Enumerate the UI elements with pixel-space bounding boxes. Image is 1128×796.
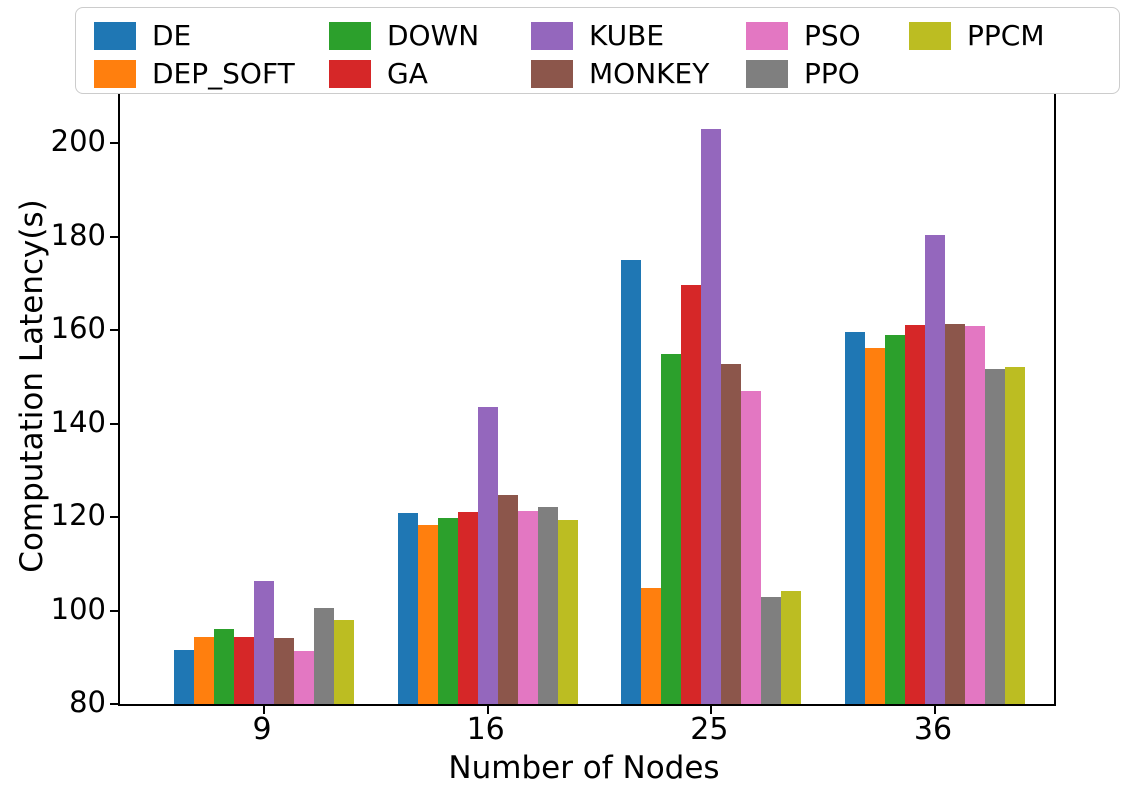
- legend-item-KUBE: KUBE: [531, 22, 664, 50]
- x-tick-label-9: 9: [252, 712, 272, 747]
- bar-GA-16: [457, 511, 478, 704]
- bar-PSO-9: [294, 651, 314, 704]
- bar-MONKEY-36: [945, 323, 965, 704]
- y-tick-label-80: 80: [69, 685, 106, 719]
- legend-item-MONKEY: MONKEY: [531, 60, 709, 88]
- y-tick-mark-140: [110, 422, 118, 425]
- bar-PPO-9: [314, 607, 334, 704]
- bar-PPO-36: [985, 368, 1005, 704]
- y-tick-label-160: 160: [50, 311, 106, 346]
- legend-swatch-DE: [94, 22, 136, 50]
- bar-DE-9: [174, 650, 194, 704]
- bar-PPCM-36: [1005, 367, 1025, 704]
- y-tick-label-200: 200: [50, 124, 106, 159]
- bar-PPCM-16: [557, 519, 578, 704]
- bar-MONKEY-25: [721, 364, 742, 704]
- legend-swatch-PPCM: [909, 22, 951, 50]
- bar-DEP_SOFT-16: [417, 525, 438, 704]
- bar-GA-9: [234, 636, 254, 704]
- legend-swatch-PPO: [746, 60, 788, 88]
- bar-DOWN-16: [437, 518, 458, 704]
- bar-PPO-25: [761, 597, 782, 704]
- bar-DEP_SOFT-9: [194, 636, 214, 704]
- bar-GA-25: [681, 285, 702, 704]
- legend-label-MONKEY: MONKEY: [589, 57, 710, 90]
- bar-DE-16: [397, 512, 418, 704]
- legend-label-PSO: PSO: [804, 19, 861, 52]
- bar-DOWN-9: [214, 629, 234, 704]
- bar-GA-36: [905, 324, 925, 704]
- bar-KUBE-36: [925, 235, 945, 704]
- legend-swatch-KUBE: [531, 22, 573, 50]
- legend-swatch-PSO: [746, 22, 788, 50]
- x-tick-mark-36: [934, 706, 936, 714]
- x-tick-label-36: 36: [913, 712, 953, 747]
- legend-label-DE: DE: [152, 19, 192, 52]
- y-tick-mark-180: [110, 235, 118, 238]
- y-axis-title: Computation Latency(s): [14, 199, 50, 573]
- plot-area: [110, 90, 1056, 714]
- y-tick-mark-80: [110, 703, 118, 705]
- legend-label-GA: GA: [387, 57, 428, 90]
- legend-swatch-DEP_SOFT: [94, 60, 136, 88]
- x-axis-title: Number of Nodes: [448, 750, 720, 786]
- legend-label-PPO: PPO: [804, 57, 860, 90]
- bar-PSO-16: [517, 511, 538, 704]
- legend-item-DEP_SOFT: DEP_SOFT: [94, 60, 295, 88]
- x-tick-mark-16: [486, 706, 489, 714]
- bar-KUBE-25: [701, 129, 722, 704]
- y-tick-label-100: 100: [50, 591, 106, 626]
- legend-label-DOWN: DOWN: [387, 19, 480, 52]
- bar-DEP_SOFT-36: [865, 348, 885, 704]
- legend-label-DEP_SOFT: DEP_SOFT: [152, 57, 295, 90]
- bar-DE-36: [845, 331, 865, 704]
- legend-item-PPCM: PPCM: [909, 22, 1044, 50]
- bar-DEP_SOFT-25: [641, 588, 662, 704]
- y-tick-mark-120: [110, 516, 118, 519]
- bar-PSO-25: [741, 390, 762, 704]
- y-tick-label-140: 140: [50, 404, 106, 439]
- x-tick-mark-25: [710, 706, 713, 714]
- legend-item-DOWN: DOWN: [329, 22, 479, 50]
- y-tick-label-120: 120: [50, 498, 106, 533]
- bar-DOWN-25: [661, 353, 682, 704]
- legend-swatch-DOWN: [329, 22, 371, 50]
- legend-item-GA: GA: [329, 60, 428, 88]
- y-tick-label-180: 180: [50, 217, 106, 252]
- bar-MONKEY-16: [497, 495, 518, 704]
- y-tick-mark-100: [110, 609, 118, 612]
- legend-swatch-GA: [329, 60, 371, 88]
- legend: DE DEP_SOFT DOWN GA KUBE MONKEY PSO PPO PPCM: [75, 7, 1120, 94]
- legend-item-PSO: PSO: [746, 22, 861, 50]
- bar-DOWN-36: [885, 334, 905, 704]
- legend-item-PPO: PPO: [746, 60, 860, 88]
- bar-KUBE-9: [254, 580, 274, 704]
- bar-PPCM-25: [781, 590, 802, 704]
- y-tick-mark-200: [110, 142, 118, 145]
- legend-swatch-MONKEY: [531, 60, 573, 88]
- bar-MONKEY-9: [274, 638, 294, 704]
- bar-KUBE-16: [477, 406, 498, 704]
- bar-DE-25: [621, 260, 642, 704]
- x-tick-mark-9: [263, 706, 265, 714]
- bar-PPO-16: [537, 506, 558, 704]
- bar-PSO-36: [965, 325, 985, 704]
- legend-label-KUBE: KUBE: [589, 19, 665, 52]
- bar-PPCM-9: [334, 620, 354, 704]
- x-tick-label-16: 16: [466, 712, 505, 747]
- legend-label-PPCM: PPCM: [967, 19, 1045, 52]
- legend-item-DE: DE: [94, 22, 191, 50]
- x-tick-label-25: 25: [690, 712, 729, 747]
- y-tick-mark-160: [110, 329, 118, 332]
